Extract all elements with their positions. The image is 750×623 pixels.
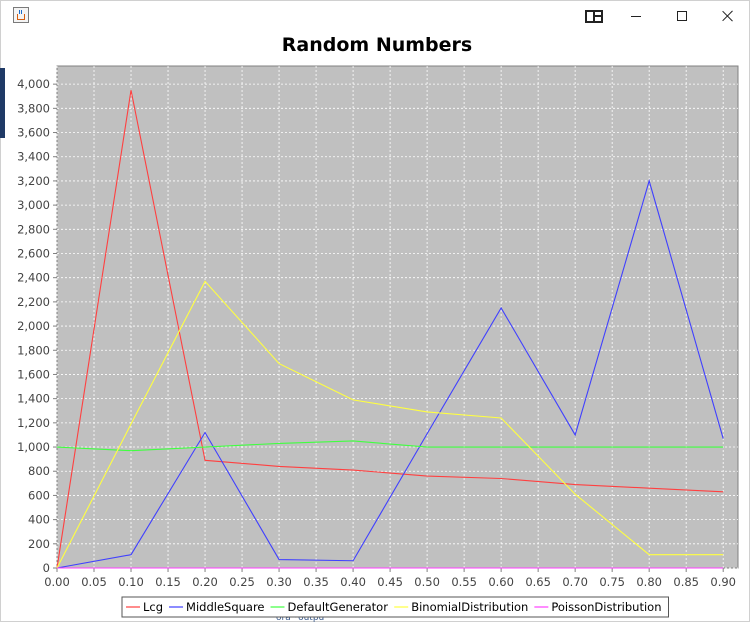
- y-tick-label: 2,800: [17, 222, 50, 236]
- x-tick-label: 0.40: [340, 575, 366, 589]
- x-tick-label: 0.25: [229, 575, 255, 589]
- series-line-binomialdistribution: [56, 280, 724, 569]
- legend-label: MiddleSquare: [186, 600, 264, 614]
- maximize-icon: [677, 11, 687, 21]
- y-tick-label: 1,400: [17, 392, 50, 406]
- minimize-icon: [631, 15, 641, 17]
- legend: Lcg MiddleSquare DefaultGenerator BinomialD…: [121, 596, 670, 618]
- x-tick-label: 0.10: [118, 575, 144, 589]
- x-tick-label: 0.90: [710, 575, 736, 589]
- x-tick-label: 0.30: [266, 575, 292, 589]
- y-tick-label: 3,000: [17, 198, 50, 212]
- y-tick-label: 1,600: [17, 367, 50, 381]
- title-bar[interactable]: [1, 1, 749, 31]
- series-lines: [56, 90, 724, 569]
- x-tick-label: 0.45: [377, 575, 403, 589]
- series-line-middlesquare: [56, 178, 724, 569]
- y-tick-label: 3,400: [17, 150, 50, 164]
- x-tick-label: 0.05: [81, 575, 107, 589]
- maximize-button[interactable]: [659, 1, 705, 31]
- legend-label: PoissonDistribution: [551, 600, 661, 614]
- y-tick-label: 4,000: [17, 77, 50, 91]
- y-tick-label: 3,800: [17, 101, 50, 115]
- java-cup-icon[interactable]: [13, 7, 29, 23]
- y-tick-label: 2,200: [17, 295, 50, 309]
- cup-shape: [17, 14, 25, 20]
- x-tick-label: 0.60: [488, 575, 514, 589]
- y-tick-label: 600: [28, 488, 50, 502]
- y-tick-label: 2,000: [17, 319, 50, 333]
- background-window-strip: [0, 68, 5, 138]
- x-tick-label: 0.00: [44, 575, 70, 589]
- x-tick-label: 0.55: [451, 575, 477, 589]
- y-tick-label: 800: [28, 464, 50, 478]
- y-tick-label: 200: [28, 537, 50, 551]
- snap-layout-icon: [585, 9, 603, 23]
- y-tick-label: 1,800: [17, 343, 50, 357]
- x-tick-label: 0.20: [192, 575, 218, 589]
- legend-label: DefaultGenerator: [288, 600, 389, 614]
- legend-label: BinomialDistribution: [411, 600, 528, 614]
- x-tick-label: 0.50: [414, 575, 440, 589]
- axes: 0 200 400 600 800 1,000 1,200 1,400 1,600 1,800 2,…: [17, 77, 736, 589]
- x-tick-label: 0.85: [673, 575, 699, 589]
- series-line-defaultgenerator: [56, 440, 724, 452]
- y-tick-label: 0: [43, 561, 50, 575]
- steam-shape: [19, 10, 22, 14]
- x-tick-label: 0.35: [303, 575, 329, 589]
- y-tick-label: 2,600: [17, 246, 50, 260]
- plot-area: [56, 65, 739, 569]
- y-tick-label: 2,400: [17, 271, 50, 285]
- y-tick-label: 3,600: [17, 126, 50, 140]
- series-line-lcg: [56, 90, 724, 569]
- minimize-button[interactable]: [613, 1, 659, 31]
- x-tick-label: 0.65: [525, 575, 551, 589]
- x-tick-label: 0.75: [599, 575, 625, 589]
- x-tick-label: 0.70: [562, 575, 588, 589]
- y-tick-label: 3,200: [17, 174, 50, 188]
- y-tick-label: 400: [28, 513, 50, 527]
- y-tick-label: 1,200: [17, 416, 50, 430]
- background-text-fragment: ora *outpu: [276, 613, 325, 623]
- chart-title: Random Numbers: [282, 34, 472, 56]
- x-tick-label: 0.80: [636, 575, 662, 589]
- x-tick-label: 0.15: [155, 575, 181, 589]
- legend-label: Lcg: [143, 600, 163, 614]
- y-tick-label: 1,000: [17, 440, 50, 454]
- snap-layout-button[interactable]: [571, 1, 617, 31]
